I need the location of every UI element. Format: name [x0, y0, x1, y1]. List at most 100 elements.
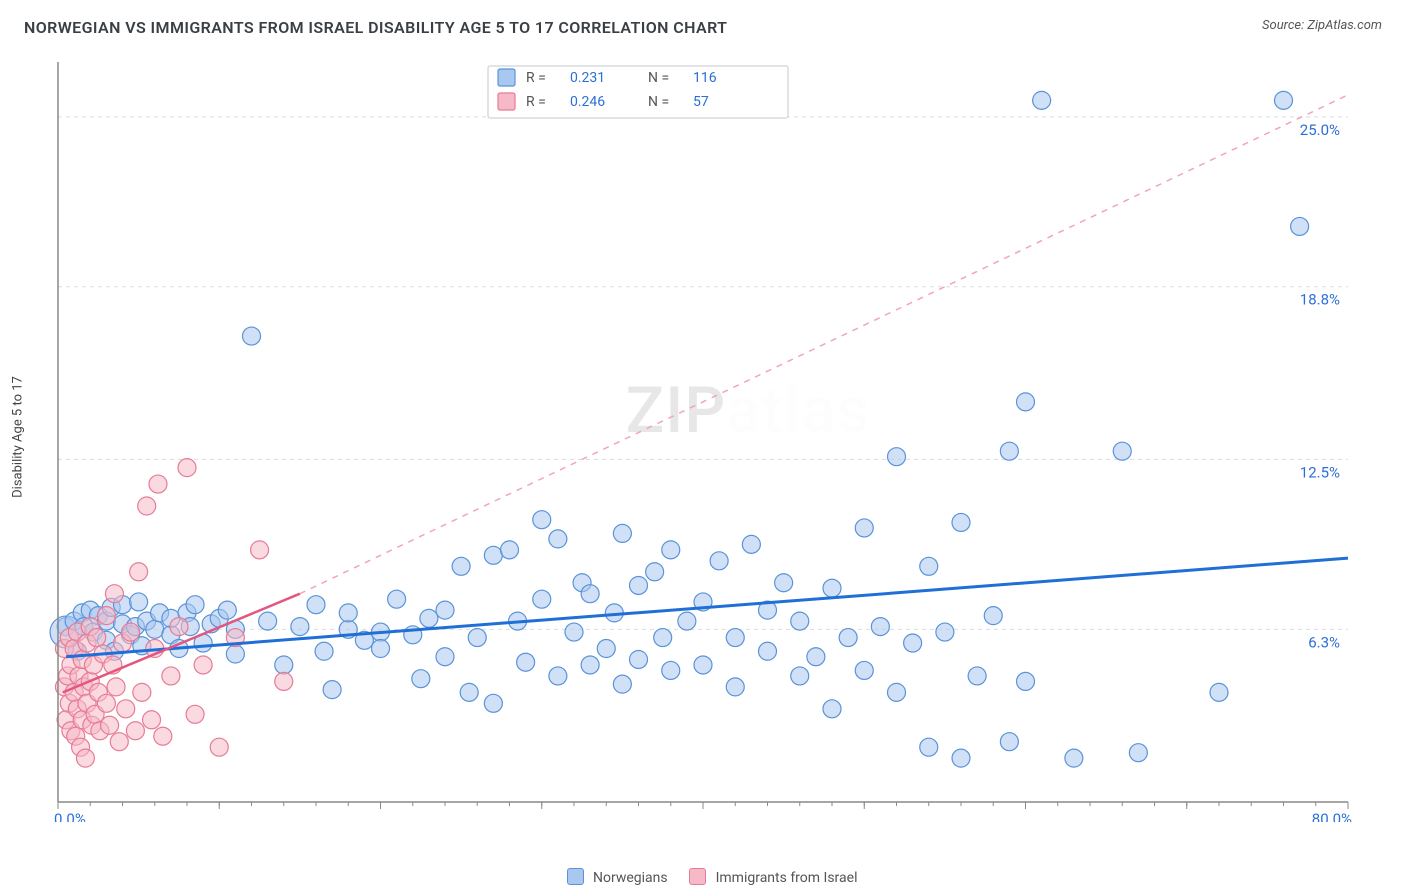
data-point: [307, 596, 325, 614]
data-point: [823, 700, 841, 718]
data-point: [662, 541, 680, 559]
legend-swatch-israel: [689, 868, 706, 885]
data-point: [501, 541, 519, 559]
data-point: [855, 519, 873, 537]
data-point: [436, 648, 454, 666]
data-point: [323, 681, 341, 699]
data-point: [97, 694, 115, 712]
data-point: [936, 623, 954, 641]
data-point: [105, 585, 123, 603]
data-point: [130, 563, 148, 581]
data-point: [412, 670, 430, 688]
data-point: [186, 705, 204, 723]
data-point: [154, 727, 172, 745]
data-point: [1129, 744, 1147, 762]
data-point: [984, 607, 1002, 625]
data-point: [581, 585, 599, 603]
data-point: [630, 650, 648, 668]
svg-text:80.0%: 80.0%: [1312, 810, 1352, 822]
svg-text:0.0%: 0.0%: [54, 810, 86, 822]
data-point: [101, 716, 119, 734]
svg-text:57: 57: [693, 94, 709, 110]
svg-text:N =: N =: [648, 94, 669, 110]
svg-text:N =: N =: [648, 70, 669, 86]
data-point: [110, 733, 128, 751]
data-point: [533, 511, 551, 529]
data-point: [630, 576, 648, 594]
data-point: [243, 327, 261, 345]
data-point: [1000, 733, 1018, 751]
data-point: [484, 546, 502, 564]
data-point: [759, 642, 777, 660]
data-point: [597, 640, 615, 658]
data-point: [726, 629, 744, 647]
trend-line: [66, 558, 1348, 657]
data-point: [452, 557, 470, 575]
data-point: [646, 563, 664, 581]
data-point: [162, 667, 180, 685]
data-point: [839, 629, 857, 647]
svg-text:ZIPatlas: ZIPatlas: [626, 373, 871, 448]
legend-label-israel: Immigrants from Israel: [716, 870, 858, 886]
title-bar: NORWEGIAN VS IMMIGRANTS FROM ISRAEL DISA…: [0, 0, 1406, 47]
data-point: [791, 612, 809, 630]
data-point: [1033, 91, 1051, 109]
data-point: [275, 656, 293, 674]
data-point: [436, 601, 454, 619]
y-axis-label: Disability Age 5 to 17: [11, 376, 26, 498]
data-point: [460, 683, 478, 701]
svg-text:0.231: 0.231: [570, 70, 605, 86]
data-point: [107, 678, 125, 696]
chart-title: NORWEGIAN VS IMMIGRANTS FROM ISRAEL DISA…: [24, 18, 727, 37]
data-point: [291, 618, 309, 636]
data-point: [823, 579, 841, 597]
data-point: [791, 667, 809, 685]
legend-label-norwegians: Norwegians: [593, 870, 668, 886]
data-point: [613, 675, 631, 693]
data-point: [133, 683, 151, 701]
data-point: [130, 593, 148, 611]
data-point: [968, 667, 986, 685]
data-point: [146, 620, 164, 638]
data-point: [1017, 672, 1035, 690]
data-point: [1017, 393, 1035, 411]
data-point: [904, 634, 922, 652]
data-point: [210, 738, 228, 756]
data-point: [1113, 442, 1131, 460]
data-point: [855, 661, 873, 679]
data-point: [549, 530, 567, 548]
svg-text:12.5%: 12.5%: [1300, 463, 1340, 481]
data-point: [259, 612, 277, 630]
data-point: [807, 648, 825, 666]
svg-text:0.246: 0.246: [570, 94, 605, 110]
data-point: [420, 609, 438, 627]
data-point: [1291, 217, 1309, 235]
data-point: [218, 601, 236, 619]
data-point: [143, 711, 161, 729]
data-point: [1065, 749, 1083, 767]
data-point: [170, 618, 188, 636]
trend-line-extrapolated: [300, 95, 1348, 594]
data-point: [678, 612, 696, 630]
data-point: [97, 607, 115, 625]
plot-svg: 6.3%12.5%18.8%25.0%ZIPatlas0.0%80.0%R =0…: [48, 52, 1378, 822]
data-point: [581, 656, 599, 674]
data-point: [742, 535, 760, 553]
data-point: [117, 700, 135, 718]
data-point: [468, 629, 486, 647]
svg-text:6.3%: 6.3%: [1308, 633, 1340, 651]
svg-text:25.0%: 25.0%: [1300, 121, 1340, 139]
source-attribution: Source: ZipAtlas.com: [1262, 18, 1382, 33]
data-point: [88, 629, 106, 647]
data-point: [726, 678, 744, 696]
data-point: [613, 524, 631, 542]
data-point: [694, 656, 712, 674]
data-point: [226, 645, 244, 663]
data-point: [952, 513, 970, 531]
data-point: [126, 722, 144, 740]
svg-text:116: 116: [693, 70, 717, 86]
svg-text:R =: R =: [526, 94, 546, 110]
data-point: [122, 623, 140, 641]
data-point: [662, 661, 680, 679]
data-point: [186, 596, 204, 614]
